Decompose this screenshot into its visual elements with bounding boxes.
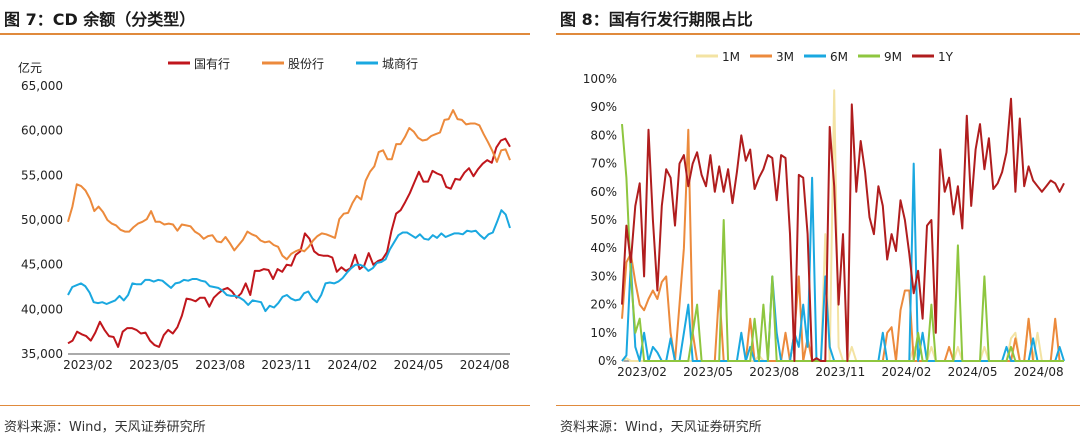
legend-label-城商行: 城商行 [382,56,418,71]
x-tick-label: 2024/05 [948,365,998,379]
y-tick-label: 50% [590,213,617,227]
series-line-1Y [621,97,1065,362]
x-tick-label: 2024/08 [460,358,510,372]
y-tick-label: 40,000 [21,302,63,316]
x-tick-label: 2023/08 [195,358,245,372]
y-tick-label: 10% [590,326,617,340]
y-tick-label: 20% [590,298,617,312]
legend-label-国有行: 国有行 [194,57,230,71]
x-tick-label: 2023/11 [815,365,865,379]
legend-label-1Y: 1Y [938,50,954,64]
x-tick-label: 2023/05 [129,358,179,372]
x-tick-label: 2023/02 [617,365,667,379]
y-tick-label: 70% [590,157,617,171]
x-tick-label: 2023/05 [683,365,733,379]
right-panel: 图 8：国有行发行期限占比 0% 10% 20% 30% 40% 50% 60% 70% 80%… [556,0,1080,444]
y-tick-label: 60,000 [21,124,63,138]
x-tick-label: 2024/02 [882,365,932,379]
x-tick-label: 2023/08 [749,365,799,379]
chart-title: 图 8：国有行发行期限占比 [560,10,753,29]
series-line-9M [621,124,1064,362]
cd-balance-chart: 35,000 40,000 45,000 50,000 55,000 60,000 65,0… [18,56,511,372]
y-tick-label: 35,000 [21,347,63,361]
legend-label-股份行: 股份行 [288,57,324,71]
source-rule [556,405,1080,406]
title-rule [0,33,530,35]
y-tick-label: 0% [598,354,617,368]
legend-label-6M: 6M [830,50,848,64]
left-panel: 图 7：CD 余额（分类型） 35,000 40,000 45,000 50,000 5… [0,0,530,444]
y-tick-label: 100% [583,72,617,86]
y-unit-label: 亿元 [18,60,42,75]
series-line-国有行 [67,137,511,348]
y-tick-label: 30% [590,269,617,283]
x-tick-label: 2023/02 [63,358,113,372]
y-tick-label: 90% [590,100,617,114]
y-tick-label: 60% [590,185,617,199]
title-rule [556,33,1080,35]
y-tick-label: 50,000 [21,213,63,227]
x-tick-label: 2023/11 [261,358,311,372]
legend-label-1M: 1M [722,50,740,64]
series-line-股份行 [67,109,511,261]
chart-title: 图 7：CD 余额（分类型） [4,10,196,29]
y-tick-label: 80% [590,128,617,142]
y-tick-label: 55,000 [21,168,63,182]
y-tick-label: 65,000 [21,79,63,93]
legend-label-9M: 9M [884,50,902,64]
source-note: 资料来源：Wind，天风证券研究所 [560,420,762,435]
tenor-share-chart: 0% 10% 20% 30% 40% 50% 60% 70% 80% 90% 100% 2023/02… [583,50,1065,379]
x-tick-label: 2024/08 [1014,365,1064,379]
legend-label-3M: 3M [776,50,794,64]
source-rule [0,405,530,406]
source-note: 资料来源：Wind，天风证券研究所 [4,420,206,435]
y-tick-label: 45,000 [21,258,63,272]
y-tick-label: 40% [590,241,617,255]
x-tick-label: 2024/02 [328,358,378,372]
series-line-城商行 [67,209,511,313]
x-tick-label: 2024/05 [394,358,444,372]
